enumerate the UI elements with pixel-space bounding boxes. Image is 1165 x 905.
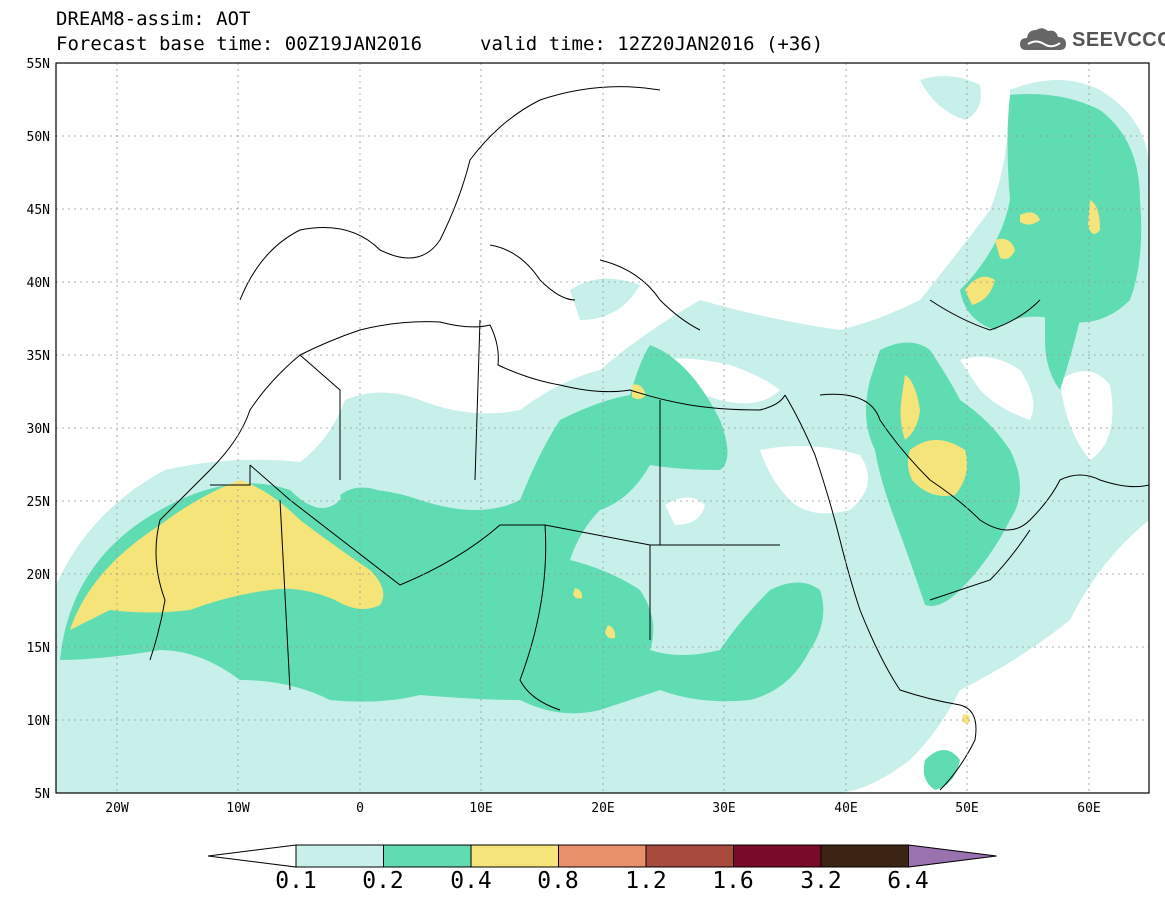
- lat-label: 55N: [27, 57, 50, 72]
- map-borders: [149, 86, 1149, 791]
- lat-label: 20N: [27, 568, 50, 583]
- colorbar-segment: [295, 844, 384, 868]
- aot-field: [56, 63, 1149, 793]
- lat-label: 5N: [34, 787, 50, 802]
- lon-axis: 20W 10W 0 10E 20E 30E 40E 50E 60E: [105, 801, 1100, 816]
- lon-label: 10W: [226, 801, 250, 816]
- cloud-icon: [1020, 28, 1066, 50]
- colorbar-segment: [645, 844, 734, 868]
- lon-label: 20E: [591, 801, 614, 816]
- lon-label: 40E: [834, 801, 857, 816]
- colorbar-label: 1.2: [625, 868, 667, 894]
- lat-label: 40N: [27, 276, 50, 291]
- forecast-base-time: Forecast base time: 00Z19JAN2016: [56, 33, 423, 55]
- logo-text: SEEVCCC: [1072, 29, 1165, 51]
- colorbar-label: 0.1: [275, 868, 317, 894]
- colorbar-label: 3.2: [800, 868, 842, 894]
- lon-label: 50E: [955, 801, 978, 816]
- lat-label: 10N: [27, 714, 50, 729]
- colorbar-segment: [733, 844, 822, 868]
- lat-label: 30N: [27, 422, 50, 437]
- lat-axis: 55N 50N 45N 40N 35N 30N 25N 20N 15N 10N …: [27, 57, 50, 802]
- colorbar-segment: [383, 844, 472, 868]
- colorbar-label: 0.2: [362, 868, 404, 894]
- colorbar-segment: [820, 844, 909, 868]
- lat-label: 25N: [27, 495, 50, 510]
- colorbar-segment: [558, 844, 647, 868]
- map-frame: [55, 62, 1150, 794]
- lon-label: 10E: [469, 801, 492, 816]
- lon-label: 60E: [1077, 801, 1100, 816]
- colorbar-label: 0.4: [450, 868, 492, 894]
- seevccc-logo: [1018, 22, 1158, 58]
- lon-label: 30E: [712, 801, 735, 816]
- colorbar: [207, 844, 997, 868]
- colorbar-label: 1.6: [712, 868, 754, 894]
- lat-label: 15N: [27, 641, 50, 656]
- graticule: [56, 63, 1149, 793]
- colorbar-segment: [470, 844, 559, 868]
- colorbar-label: 6.4: [887, 868, 929, 894]
- colorbar-label: 0.8: [537, 868, 579, 894]
- lon-label: 20W: [105, 801, 129, 816]
- lat-label: 35N: [27, 349, 50, 364]
- lat-label: 50N: [27, 130, 50, 145]
- lon-label: 0: [356, 801, 364, 816]
- valid-time: valid time: 12Z20JAN2016 (+36): [480, 33, 824, 55]
- lat-label: 45N: [27, 203, 50, 218]
- map-title: DREAM8-assim: AOT: [56, 8, 251, 30]
- aot-contour-high: [70, 200, 1100, 724]
- colorbar-arrow-high: [908, 844, 997, 868]
- colorbar-arrow-low: [207, 844, 297, 868]
